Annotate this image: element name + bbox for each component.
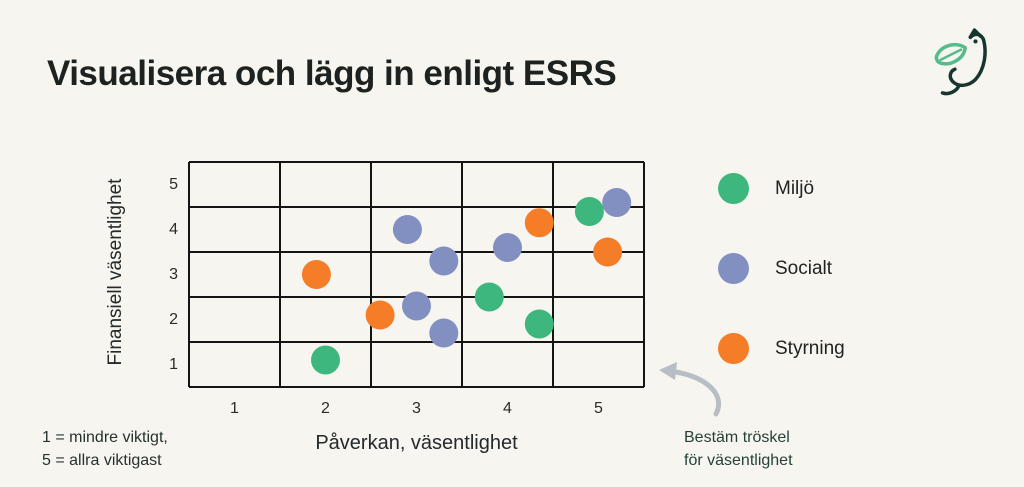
chart-legend: Miljö Socialt Styrning	[718, 173, 845, 364]
data-point-miljö	[574, 197, 604, 226]
y-tick-label: 2	[169, 310, 178, 328]
curved-arrow-icon	[659, 362, 722, 417]
legend-dot-icon	[718, 333, 749, 364]
data-point-styrning	[524, 208, 554, 238]
x-tick-label: 1	[230, 400, 239, 417]
legend-item-styrning: Styrning	[718, 333, 845, 364]
data-point-styrning	[365, 300, 395, 330]
data-point-miljö	[311, 345, 340, 375]
data-point-miljö	[524, 309, 554, 339]
data-point-styrning	[301, 260, 331, 289]
threshold-note: Bestäm tröskel för väsentlighet	[684, 426, 793, 472]
data-point-styrning	[593, 237, 623, 267]
y-tick-label: 1	[169, 355, 178, 373]
x-tick-label: 4	[503, 400, 512, 417]
scale-note-line2: 5 = allra viktigast	[42, 452, 162, 470]
data-point-socialt	[429, 246, 459, 276]
threshold-note-line1: Bestäm tröskel	[684, 429, 790, 446]
data-point-socialt	[493, 233, 522, 262]
page-title: Visualisera och lägg in enligt ESRS	[47, 54, 617, 93]
y-tick-label: 3	[169, 265, 178, 283]
x-axis-ticks: 1 2 3 4 5	[189, 400, 644, 418]
x-tick-label: 2	[321, 400, 330, 417]
legend-label: Socialt	[775, 257, 833, 279]
legend-dot-icon	[718, 253, 749, 284]
data-point-socialt	[392, 215, 422, 244]
scale-note-line1: 1 = mindre viktigt,	[42, 429, 168, 446]
x-tick-label: 5	[594, 400, 603, 417]
scale-note: 1 = mindre viktigt, 5 = allra viktigast	[42, 426, 168, 472]
legend-label: Miljö	[775, 177, 815, 199]
threshold-note-line2: för väsentlighet	[684, 452, 793, 470]
plot-area	[188, 161, 645, 388]
legend-dot-icon	[718, 173, 749, 204]
legend-item-miljö: Miljö	[718, 173, 845, 204]
legend-item-socialt: Socialt	[718, 253, 845, 284]
data-point-socialt	[602, 188, 632, 217]
x-axis-label: Påverkan, väsentlighet	[315, 432, 518, 454]
bird-leaf-logo-icon	[934, 28, 987, 96]
y-axis-ticks: 5 4 3 2 1	[148, 162, 178, 387]
data-point-socialt	[429, 318, 459, 348]
x-tick-label: 3	[412, 400, 421, 417]
legend-label: Styrning	[775, 337, 845, 359]
data-point-socialt	[402, 291, 431, 321]
data-point-miljö	[474, 282, 504, 312]
y-tick-label: 4	[169, 220, 178, 238]
y-tick-label: 5	[169, 175, 178, 193]
